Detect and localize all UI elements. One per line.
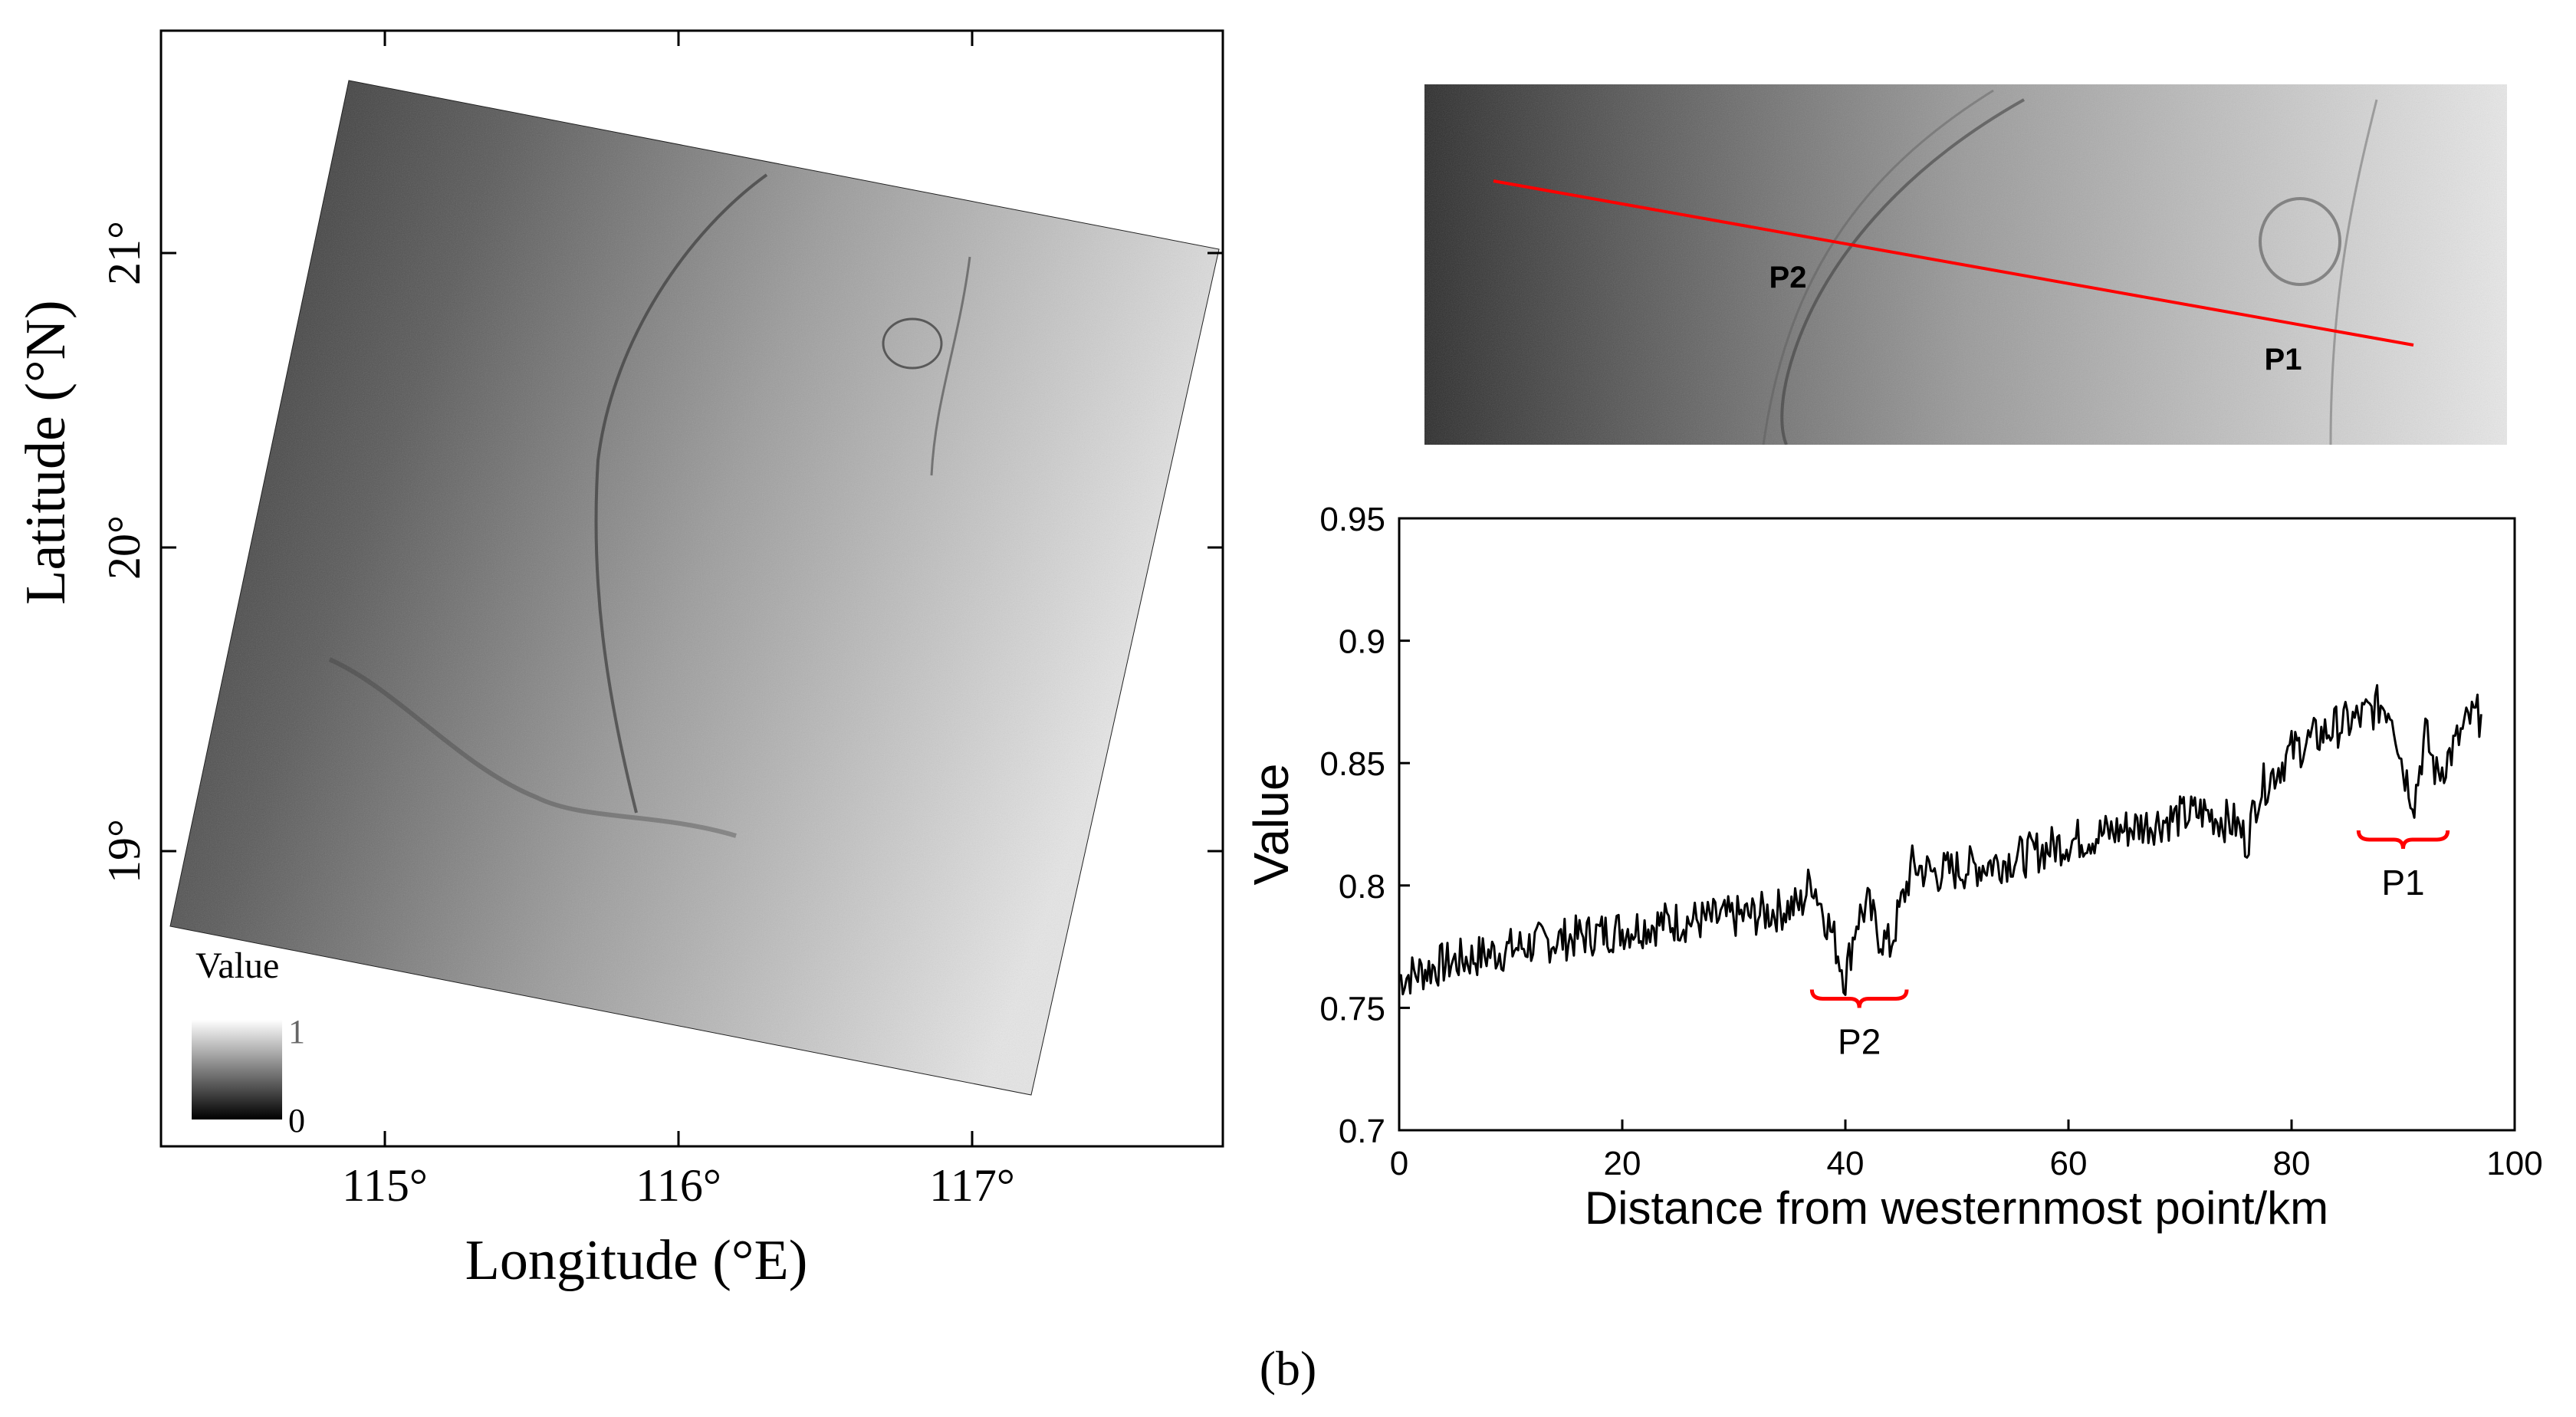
- y-tick-label: 0.95: [1319, 501, 1385, 538]
- map-xtick-label: 116°: [636, 1160, 721, 1211]
- y-tick-label: 0.8: [1339, 868, 1385, 906]
- y-tick-label: 0.7: [1339, 1113, 1385, 1150]
- y-ticks: 0.7 0.75 0.8 0.85 0.9 0.95: [1319, 501, 1410, 1150]
- chart-xlabel: Distance from westernmost point/km: [1585, 1182, 2328, 1234]
- map-xlabel: Longitude (°E): [465, 1229, 808, 1292]
- legend-colorbar: [192, 1020, 282, 1119]
- map-ylabel: Latitude (°N): [15, 300, 77, 604]
- x-tick-label: 80: [2273, 1145, 2311, 1182]
- annotation-bracket-p2: [1809, 989, 1909, 1008]
- y-tick-label: 0.75: [1319, 990, 1385, 1027]
- transect-line: [1493, 179, 2414, 347]
- map-ytick-label: 21°: [99, 221, 150, 285]
- x-tick-label: 100: [2486, 1145, 2542, 1182]
- legend-min-label: 0: [288, 1102, 305, 1139]
- panel-label: (b): [1260, 1341, 1317, 1396]
- x-tick-label: 60: [2050, 1145, 2088, 1182]
- y-tick-label: 0.85: [1319, 745, 1385, 783]
- sar-strip-panel: P2 P1: [1424, 84, 2507, 445]
- annotation-label-p2: P2: [1838, 1021, 1881, 1061]
- x-ticks: 0 20 40 60 80 100: [1390, 1119, 2543, 1182]
- strip-marker-p1: P1: [2265, 343, 2302, 376]
- legend-title: Value: [196, 945, 279, 986]
- annotation-brackets: P2 P1: [1809, 830, 2450, 1061]
- map-legend: Value 1 0: [192, 945, 305, 1139]
- plot-frame: [1398, 517, 2516, 1132]
- map-xtick-label: 117°: [929, 1160, 1015, 1211]
- sar-scene: [169, 80, 1220, 1096]
- annotation-bracket-p1: [2356, 830, 2450, 850]
- map-panel: 115° 116° 117° 19° 20° 21° Longitude (°E…: [15, 29, 1224, 1292]
- series-line-value: [1398, 684, 2482, 996]
- x-tick-label: 20: [1604, 1145, 1641, 1182]
- chart-ylabel: Value: [1244, 764, 1299, 886]
- map-ytick-label: 19°: [99, 819, 150, 883]
- map-ticks: [161, 31, 1223, 1146]
- x-tick-label: 40: [1827, 1145, 1865, 1182]
- map-ytick-label: 20°: [99, 515, 150, 580]
- map-xtick-label: 115°: [342, 1160, 428, 1211]
- y-tick-label: 0.9: [1339, 623, 1385, 661]
- profile-chart: 0 20 40 60 80 100 0.70.750.80.850.90.95 P2P1 …: [1244, 501, 2543, 1234]
- legend-max-label: 1: [288, 1013, 305, 1050]
- x-tick-label: 0: [1390, 1145, 1408, 1182]
- strip-marker-p2: P2: [1769, 261, 1807, 294]
- annotation-label-p1: P1: [2381, 863, 2424, 902]
